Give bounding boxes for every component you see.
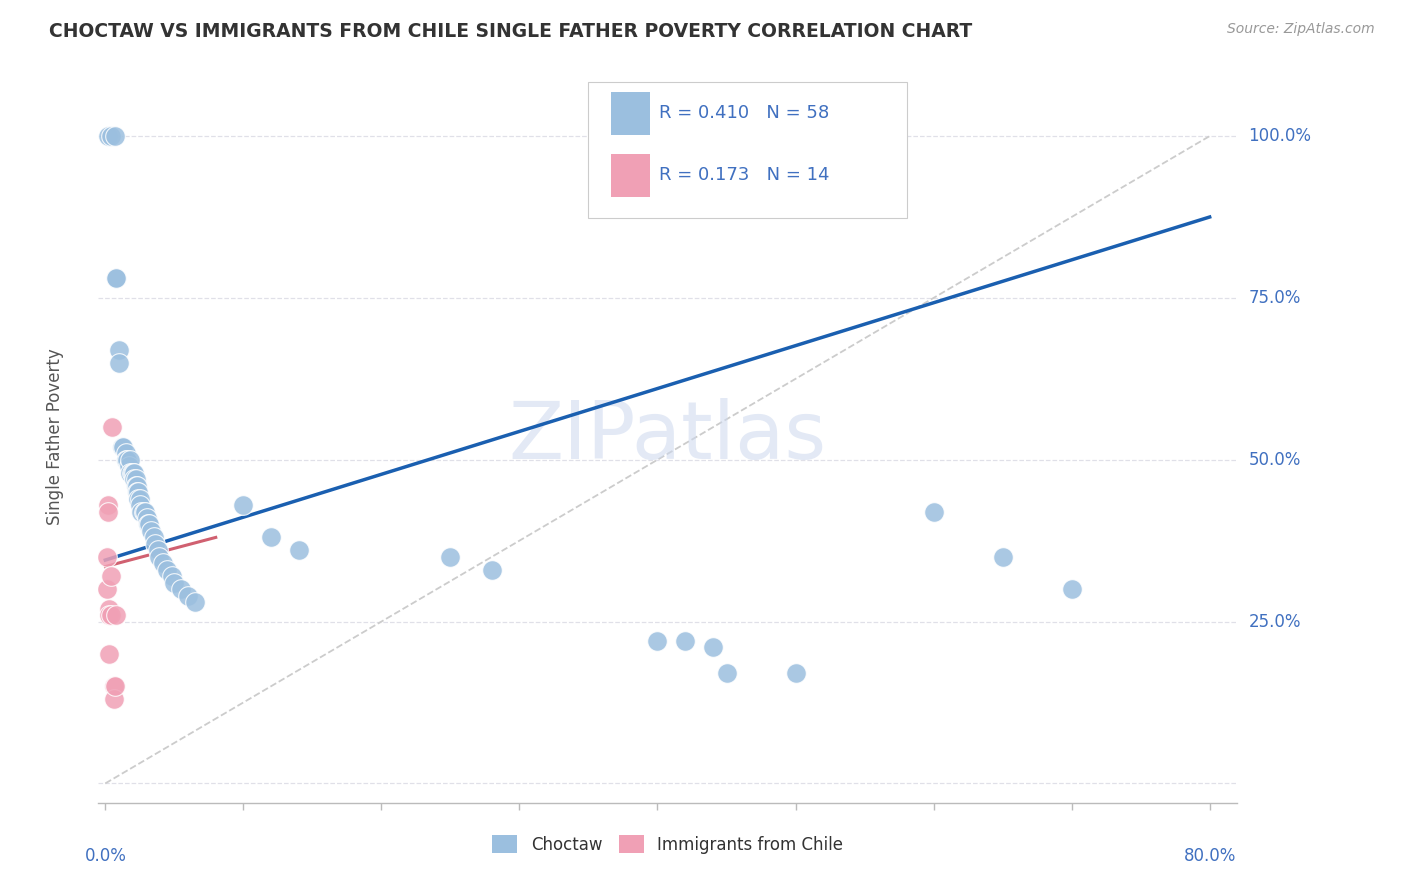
Point — [922, 504, 945, 518]
Point — [481, 563, 503, 577]
Point — [105, 271, 128, 285]
Point — [101, 420, 124, 434]
Point — [716, 666, 738, 681]
FancyBboxPatch shape — [612, 154, 650, 197]
Text: CHOCTAW VS IMMIGRANTS FROM CHILE SINGLE FATHER POVERTY CORRELATION CHART: CHOCTAW VS IMMIGRANTS FROM CHILE SINGLE … — [49, 22, 973, 41]
Text: 80.0%: 80.0% — [1184, 847, 1236, 864]
Point — [156, 563, 179, 577]
Point — [118, 459, 141, 474]
Point — [127, 491, 149, 506]
Point — [97, 504, 120, 518]
Point — [108, 356, 131, 370]
Point — [184, 595, 207, 609]
Point — [120, 466, 142, 480]
Point — [125, 472, 148, 486]
Point — [96, 582, 118, 597]
Point — [138, 517, 160, 532]
Point — [134, 504, 156, 518]
Point — [104, 679, 127, 693]
Point — [163, 575, 186, 590]
Point — [148, 549, 170, 564]
Point — [98, 601, 121, 615]
Legend: Choctaw, Immigrants from Chile: Choctaw, Immigrants from Chile — [485, 829, 851, 860]
Point — [139, 524, 162, 538]
Point — [136, 517, 159, 532]
Point — [439, 549, 461, 564]
Point — [785, 666, 807, 681]
Point — [125, 485, 148, 500]
Point — [100, 608, 122, 623]
Point — [1060, 582, 1083, 597]
FancyBboxPatch shape — [612, 92, 650, 135]
Point — [122, 466, 145, 480]
Point — [160, 569, 183, 583]
Point — [117, 452, 139, 467]
Text: R = 0.173   N = 14: R = 0.173 N = 14 — [659, 166, 830, 185]
Point — [125, 478, 148, 492]
Point — [124, 466, 146, 480]
Point — [115, 446, 138, 460]
Text: 100.0%: 100.0% — [1249, 127, 1312, 145]
FancyBboxPatch shape — [588, 82, 907, 218]
Point — [100, 569, 122, 583]
Text: 0.0%: 0.0% — [84, 847, 127, 864]
Text: Single Father Poverty: Single Father Poverty — [46, 349, 65, 525]
Point — [146, 543, 169, 558]
Point — [98, 647, 121, 661]
Text: Source: ZipAtlas.com: Source: ZipAtlas.com — [1227, 22, 1375, 37]
Point — [108, 343, 131, 357]
Point — [991, 549, 1014, 564]
Point — [128, 498, 150, 512]
Point — [98, 608, 121, 623]
Point — [132, 504, 155, 518]
Point — [129, 504, 152, 518]
Point — [287, 543, 309, 558]
Point — [647, 634, 669, 648]
Point — [120, 452, 142, 467]
Point — [135, 511, 157, 525]
Point — [121, 466, 143, 480]
Text: 50.0%: 50.0% — [1249, 450, 1301, 468]
Point — [100, 129, 122, 144]
Point — [104, 129, 127, 144]
Point — [152, 557, 174, 571]
Point — [111, 440, 134, 454]
Point — [105, 271, 128, 285]
Point — [170, 582, 193, 597]
Text: R = 0.410   N = 58: R = 0.410 N = 58 — [659, 104, 830, 122]
Point — [105, 608, 128, 623]
Point — [177, 589, 200, 603]
Point — [143, 537, 166, 551]
Point — [115, 452, 138, 467]
Point — [103, 679, 125, 693]
Text: 25.0%: 25.0% — [1249, 613, 1301, 631]
Point — [96, 549, 118, 564]
Point — [97, 129, 120, 144]
Point — [142, 530, 165, 544]
Point — [702, 640, 724, 655]
Point — [124, 472, 146, 486]
Point — [125, 478, 148, 492]
Point — [97, 498, 120, 512]
Point — [673, 634, 696, 648]
Text: 75.0%: 75.0% — [1249, 289, 1301, 307]
Text: ZIPatlas: ZIPatlas — [509, 398, 827, 476]
Point — [112, 440, 135, 454]
Point — [232, 498, 254, 512]
Point — [260, 530, 283, 544]
Point — [103, 692, 125, 706]
Point — [128, 491, 150, 506]
Point — [127, 485, 149, 500]
